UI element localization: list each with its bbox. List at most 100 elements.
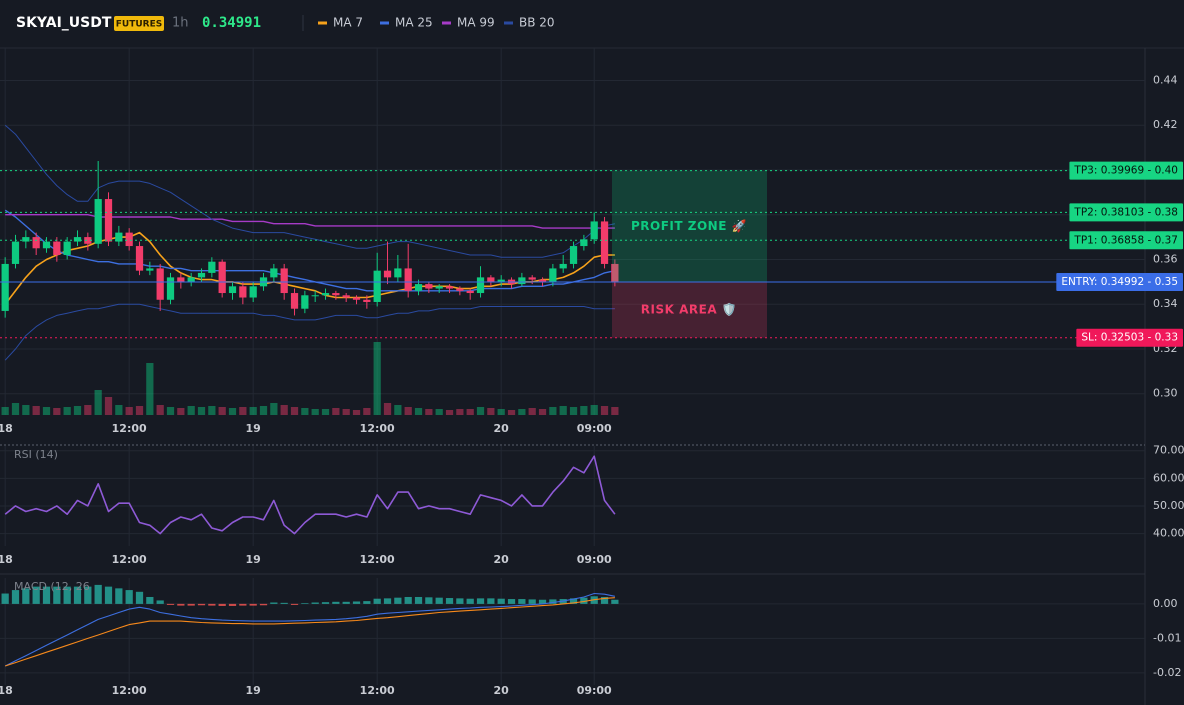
x-tick-label: 19	[246, 422, 261, 435]
line	[4, 303, 615, 361]
histogram-bar	[445, 598, 454, 604]
volume-bar	[404, 407, 412, 415]
histogram-bar	[507, 599, 516, 604]
volume-bar	[63, 407, 71, 415]
candle-body	[352, 297, 361, 300]
histogram-bar	[342, 601, 350, 604]
candle-body	[404, 268, 412, 291]
histogram-bar	[197, 603, 206, 606]
volume-bar	[290, 407, 299, 415]
x-tick-label: 12:00	[112, 422, 147, 435]
candle-body	[146, 268, 154, 271]
histogram-bar	[135, 591, 144, 604]
volume-bar	[125, 407, 133, 415]
x-tick-label: 19	[246, 553, 261, 566]
volume-bar	[239, 407, 247, 415]
histogram-bar	[84, 586, 92, 604]
interval: 1h	[172, 16, 189, 31]
volume-bar	[42, 407, 51, 415]
candle-body	[22, 237, 30, 242]
histogram-bar	[187, 603, 195, 606]
histogram-bar	[497, 598, 505, 604]
histogram-bar	[94, 584, 102, 604]
candle-body	[373, 270, 381, 302]
candle-body	[104, 199, 113, 242]
histogram-bar	[611, 599, 619, 604]
histogram-bar	[456, 598, 464, 604]
histogram-bar	[249, 603, 257, 606]
volume-bar	[311, 409, 319, 415]
level-label-bg	[1056, 273, 1183, 292]
candle-body	[280, 268, 288, 294]
badge: FUTURES	[116, 20, 162, 30]
x-tick-label: 12:00	[112, 553, 147, 566]
candle-body	[590, 221, 598, 240]
legend-label: BB 20	[519, 16, 555, 30]
y-tick-label: 0.00	[1153, 597, 1178, 610]
y-tick-label: -0.02	[1153, 666, 1181, 679]
volume-bar	[228, 408, 237, 415]
histogram-bar	[42, 586, 51, 604]
legend-label: MA 99	[457, 16, 495, 30]
candle-body	[580, 239, 588, 247]
volume-bar	[332, 408, 340, 415]
histogram-bar	[352, 601, 361, 604]
volume-bar	[559, 406, 567, 415]
candle-body	[208, 261, 216, 273]
line	[4, 592, 616, 667]
volume-bar	[218, 407, 226, 415]
volume-bar	[84, 405, 92, 415]
zone-label: RISK AREA 🛡️	[641, 302, 737, 316]
histogram-bar	[208, 603, 216, 606]
candle-body	[487, 277, 495, 282]
volume-bar	[249, 407, 257, 415]
candle-body	[311, 295, 319, 297]
histogram-bar	[487, 598, 495, 604]
candle-body	[528, 277, 536, 280]
histogram-bar	[218, 603, 226, 606]
candle-body	[32, 237, 40, 249]
histogram-bar	[73, 586, 82, 604]
histogram-bar	[404, 596, 412, 604]
level-label-bg	[1076, 328, 1183, 347]
volume-bar	[166, 407, 175, 415]
histogram-bar	[549, 599, 557, 604]
y-tick-label: 0.36	[1153, 252, 1178, 265]
candle-body	[569, 246, 578, 264]
candle-body	[518, 277, 526, 285]
histogram-bar	[518, 599, 526, 604]
y-tick-label: 50.00	[1153, 499, 1184, 512]
line	[4, 209, 616, 292]
x-tick-label: 18	[0, 553, 13, 566]
histogram-bar	[332, 601, 340, 604]
volume-bar	[259, 406, 268, 415]
histogram-bar	[177, 603, 185, 606]
y-tick-label: 0.44	[1153, 73, 1178, 86]
candle-body	[228, 286, 237, 294]
candle-body	[125, 232, 133, 247]
x-tick-label: 18	[0, 684, 13, 697]
pane	[1, 584, 619, 667]
candle-body	[290, 293, 299, 309]
histogram-bar	[466, 598, 474, 604]
zone	[612, 282, 767, 338]
candle-body	[394, 268, 402, 278]
candle-body	[414, 284, 423, 291]
volume-bar	[270, 403, 278, 415]
volume-bar	[507, 410, 516, 415]
candle-body	[435, 286, 443, 289]
candle-body	[363, 299, 371, 302]
y-tick-label: 0.30	[1153, 387, 1178, 400]
histogram-bar	[32, 586, 40, 604]
volume-bar	[301, 408, 309, 415]
level-label: ENTRY: 0.34992 - 0.35	[1061, 276, 1178, 288]
candle-body	[135, 246, 144, 271]
pane	[1, 124, 619, 415]
volume-bar	[115, 405, 123, 415]
volume-bar	[73, 406, 82, 415]
line	[5, 597, 615, 667]
histogram-bar	[290, 603, 299, 605]
volume-bar	[363, 408, 371, 415]
